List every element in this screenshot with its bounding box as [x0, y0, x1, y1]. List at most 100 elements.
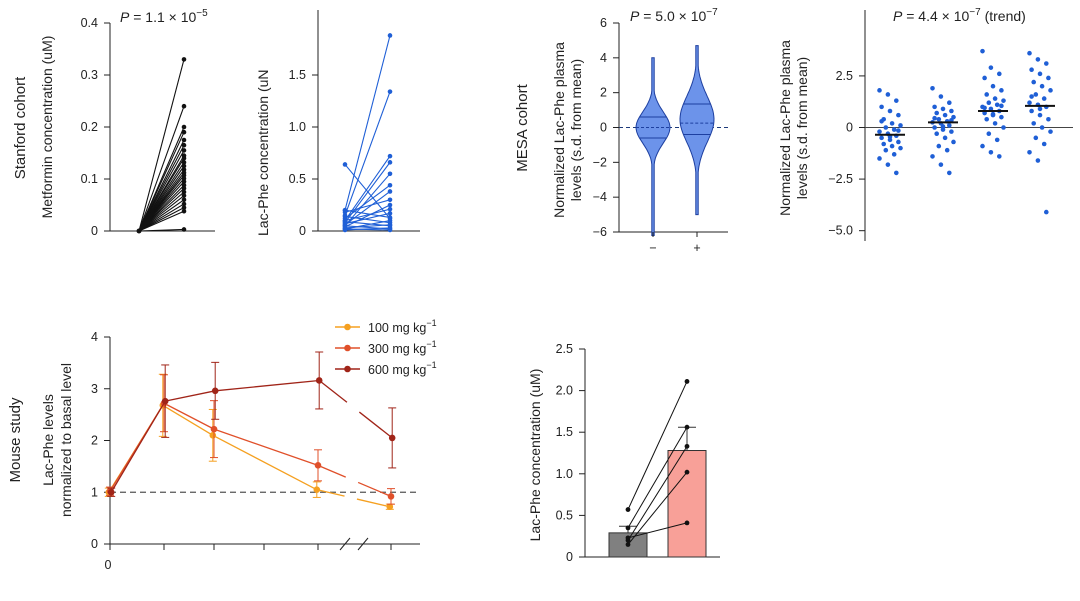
mouse-legend-text: 600 mg kg [368, 363, 426, 377]
metformin-post-point [181, 129, 187, 135]
trend-p-value-base: = 4.4 × 10 [902, 8, 969, 24]
trend-point [932, 115, 937, 121]
mouse-y-tick-label: 3 [91, 382, 98, 396]
bar-pair-line [627, 381, 688, 510]
lacphe-series-line [344, 164, 391, 219]
mouse-point [313, 486, 321, 493]
trend-point [944, 147, 950, 153]
bar-pair-point [684, 424, 690, 430]
trend-point [1046, 75, 1051, 81]
trend-point [1044, 61, 1049, 66]
trend-p-value-p: P [893, 8, 903, 24]
mouse-legend-text: 100 mg kg [368, 321, 426, 335]
trend-point [896, 112, 901, 118]
mouse-series-line [316, 489, 345, 497]
mouse-series-line [162, 404, 214, 436]
metformin-post-point [181, 163, 187, 169]
trend-point [891, 152, 897, 157]
trend-point [980, 48, 985, 54]
trend-point [982, 75, 987, 81]
metformin-y-tick-label: 0.1 [81, 172, 98, 186]
lacphe-series-line [344, 209, 391, 219]
mouse-point [315, 377, 323, 384]
trend-point [949, 129, 954, 134]
mouse-series-line [318, 379, 348, 403]
trend-point [1027, 50, 1032, 56]
mouse-legend-marker [344, 344, 351, 352]
violin-p-value: P = 5.0 × 10−7 [630, 7, 718, 24]
trend-y-tick-label: −2.5 [828, 172, 853, 186]
trend-point [951, 139, 956, 145]
metformin-y-tick-label: 0.3 [81, 68, 98, 82]
trend-point [1037, 71, 1043, 77]
lacphe-pre-point [342, 219, 348, 224]
violin-y-tick-label: 6 [600, 16, 607, 30]
bar-y-tick-label: 0.5 [556, 508, 573, 522]
bar-pair-line [627, 446, 688, 541]
lacphe-post-point [387, 182, 393, 188]
metformin-series-line [138, 207, 185, 232]
trend-point [1048, 129, 1053, 134]
trend-point [936, 116, 942, 122]
metformin-post-point [181, 205, 187, 210]
trend-point [947, 123, 952, 128]
metformin-series-line [138, 131, 185, 232]
mouse-legend-label: 600 mg kg−1 [368, 360, 437, 377]
mouse-series-line [213, 428, 319, 466]
bar-pair-point [625, 535, 631, 541]
mouse-y-tick-label: 0 [91, 537, 98, 551]
trend-y-label-2: levels (s.d. from mean) [794, 57, 810, 199]
trend-point [1041, 141, 1047, 147]
bar-pair-point [684, 520, 690, 526]
metformin-p-value-base: = 1.1 × 10 [129, 9, 196, 25]
trend-point [881, 141, 886, 147]
trend-point [990, 83, 996, 89]
trend-y-tick-label: 2.5 [836, 69, 853, 83]
violin-p-value-exp: −7 [706, 7, 718, 18]
trend-point [938, 162, 944, 167]
bar-pair-point [684, 379, 690, 384]
trend-point [986, 131, 992, 136]
trend-point [896, 139, 901, 145]
mouse-series-line [163, 402, 215, 430]
trend-point [1035, 57, 1041, 62]
metformin-y-tick-label: 0 [91, 224, 98, 238]
lacphe-post-point [387, 197, 393, 203]
trend-y-tick-label: 0 [846, 121, 853, 135]
mouse-series-line [165, 390, 216, 402]
lacphe-post-point [387, 89, 393, 94]
lacphe-series-line [344, 184, 391, 219]
trend-point [984, 92, 989, 97]
trend-point [992, 121, 998, 126]
bar-pair-line [627, 426, 688, 529]
lacphe-pre-point [342, 226, 348, 232]
mouse-legend-superscript: −1 [426, 360, 436, 370]
lacphe-post-point [387, 211, 393, 216]
mouse-point [388, 434, 396, 442]
metformin-y-tick-label: 0.2 [81, 120, 98, 134]
metformin-pre-point [136, 228, 142, 234]
lacphe-post-point [387, 153, 393, 159]
trend-point [1001, 125, 1006, 130]
trend-point [885, 92, 891, 97]
trend-p-value-exp: −7 [969, 7, 981, 18]
metformin-post-point [181, 201, 187, 207]
mouse-legend-superscript: −1 [426, 318, 436, 328]
lacphe-post-point [387, 33, 393, 38]
mouse-axis-break [357, 537, 369, 551]
trend-point [940, 124, 946, 129]
trend-point [1037, 106, 1043, 112]
metformin-p-value: P = 1.1 × 10−5 [120, 8, 208, 25]
lacphe-y-tick-label: 1.0 [289, 120, 306, 134]
trend-point [930, 154, 935, 159]
mouse-point [314, 462, 322, 469]
trend-point [932, 104, 937, 110]
bar-pair-point [625, 507, 631, 512]
lacphe-series-line [344, 91, 391, 216]
mouse-series-line [212, 434, 318, 491]
trend-point [883, 147, 889, 153]
trend-point [1048, 88, 1053, 93]
trend-p-value-suffix: (trend) [981, 8, 1026, 24]
trend-point [997, 154, 1002, 159]
mesa-violin-panel: −6 −4 −2 0 2 4 6 P = 5.0 × 10−7 Normalized Lac-P… [551, 7, 728, 255]
